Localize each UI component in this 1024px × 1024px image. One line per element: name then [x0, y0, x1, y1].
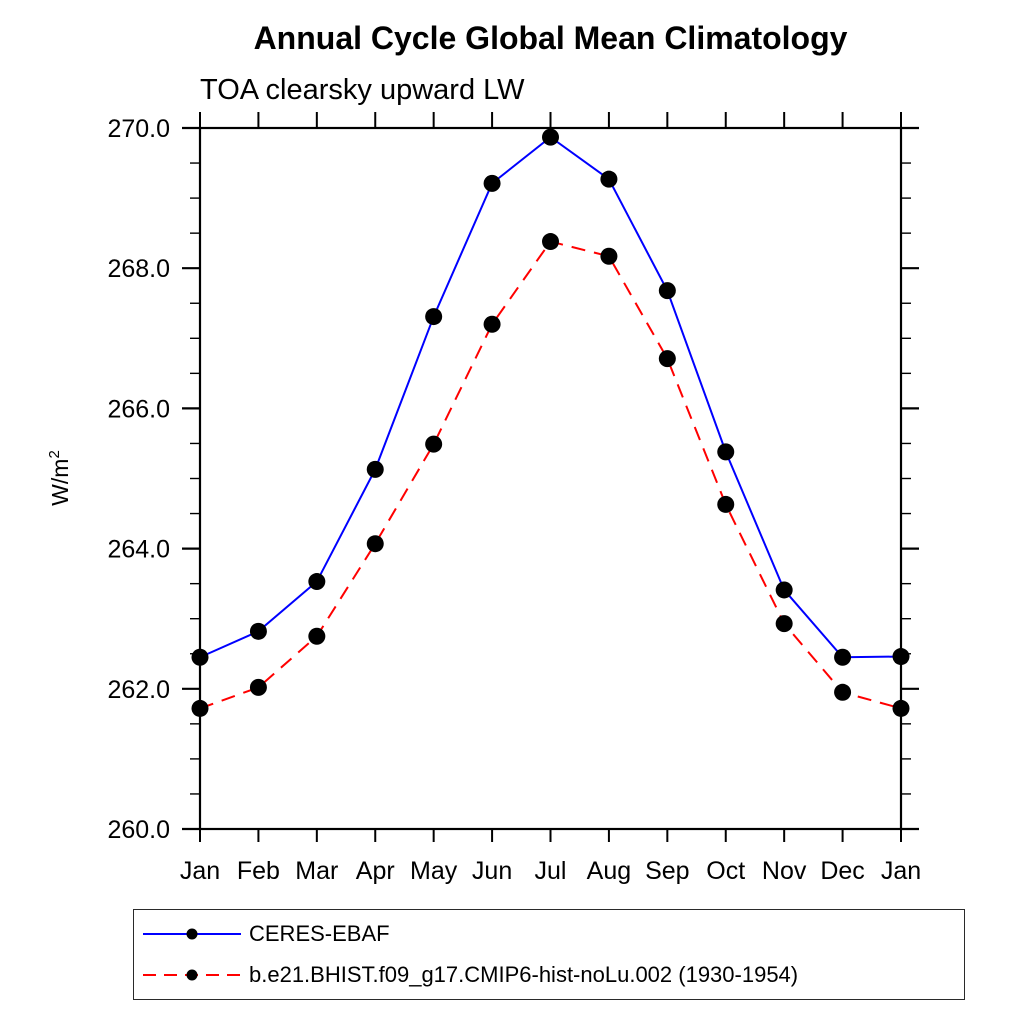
x-tick-label: Jan: [881, 857, 921, 885]
x-tick-label: Aug: [587, 857, 631, 885]
x-tick-label: May: [410, 857, 458, 885]
series-1: [191, 128, 910, 666]
data-point: [425, 308, 443, 326]
data-point: [366, 535, 384, 553]
data-point: [600, 247, 618, 265]
data-point: [600, 170, 618, 188]
y-tick-label: 262.0: [107, 676, 170, 704]
chart-title: Annual Cycle Global Mean Climatology: [253, 20, 848, 56]
data-point: [366, 460, 384, 478]
data-point: [483, 315, 501, 333]
x-tick-label: Mar: [295, 857, 338, 885]
data-point: [425, 435, 443, 453]
y-axis-label: W/m2: [46, 450, 73, 506]
data-point: [717, 443, 735, 461]
chart-subtitle: TOA clearsky upward LW: [200, 74, 525, 106]
series-2: [191, 233, 910, 717]
x-tick-label: Jan: [180, 857, 220, 885]
y-tick-label: 266.0: [107, 395, 170, 423]
y-tick-label: 260.0: [107, 816, 170, 844]
x-tick-label: Sep: [645, 857, 689, 885]
x-tick-label: Apr: [356, 857, 395, 885]
legend-entry: b.e21.BHIST.f09_g17.CMIP6-hist-noLu.002 …: [140, 955, 964, 996]
data-point: [834, 648, 852, 666]
y-tick-label: 264.0: [107, 536, 170, 564]
data-point: [892, 648, 910, 666]
x-tick-label: Jun: [472, 857, 512, 885]
data-point: [308, 573, 326, 591]
data-point: [249, 678, 267, 696]
legend-entry-label: b.e21.BHIST.f09_g17.CMIP6-hist-noLu.002 …: [249, 962, 799, 987]
data-point: [775, 615, 793, 633]
data-point: [658, 350, 676, 368]
data-point: [249, 622, 267, 640]
data-point: [834, 683, 852, 701]
legend-entry-label: CERES-EBAF: [249, 921, 390, 946]
data-point: [191, 648, 209, 666]
legend-box: CERES-EBAF b.e21.BHIST.f09_g17.CMIP6-hist…: [133, 909, 965, 1000]
y-tick-label: 270.0: [107, 115, 170, 143]
y-tick-label: 268.0: [107, 255, 170, 283]
data-point: [658, 282, 676, 300]
data-point: [483, 174, 501, 192]
data-point: [542, 128, 559, 146]
data-point: [775, 581, 793, 599]
legend-line-sample: [143, 969, 241, 981]
data-point: [717, 495, 735, 513]
data-point: [542, 233, 559, 251]
data-point: [191, 699, 209, 717]
x-tick-label: Nov: [762, 857, 807, 885]
x-axis: Jan Feb Mar Apr May Jun Jul Aug Sep Oct Nov Dec Jan: [180, 112, 921, 885]
y-axis: 260.0 262.0 264.0 266.0 268.0 270.0: [107, 115, 919, 844]
data-point: [308, 627, 326, 645]
data-point: [892, 699, 910, 717]
x-tick-label: Dec: [820, 857, 864, 885]
x-tick-label: Oct: [706, 857, 745, 885]
legend-line-sample: [143, 928, 241, 940]
x-tick-label: Feb: [237, 857, 280, 885]
x-tick-label: Jul: [535, 857, 567, 885]
legend-entry: CERES-EBAF: [140, 914, 964, 955]
